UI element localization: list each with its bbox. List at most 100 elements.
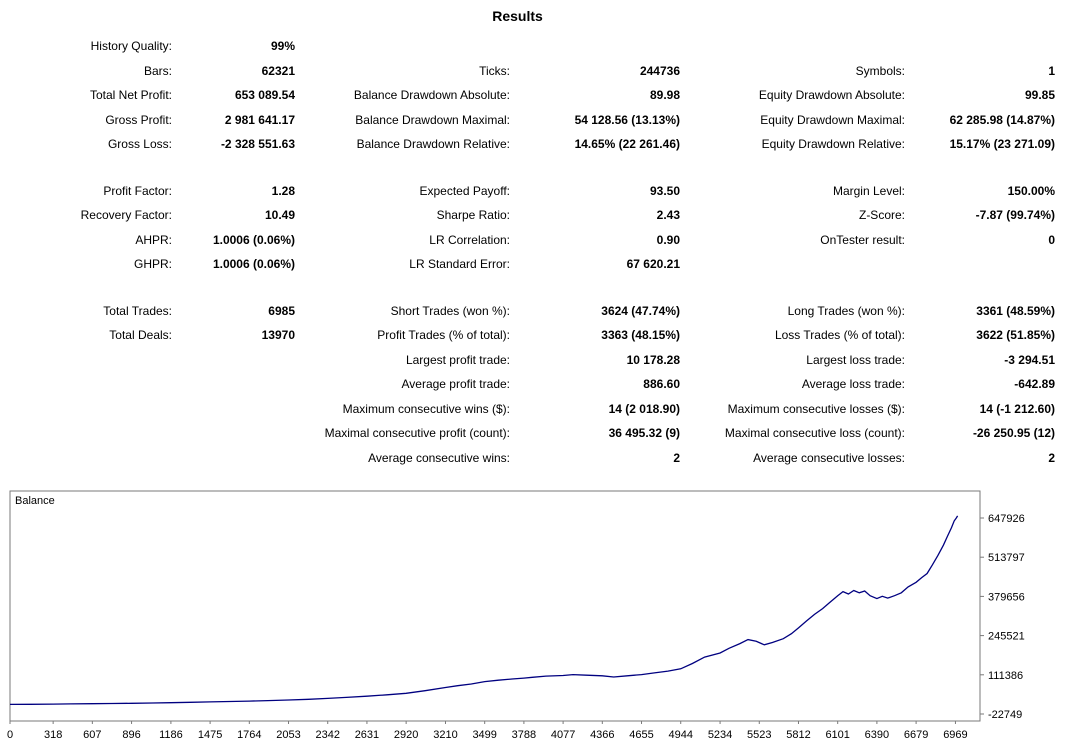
stat-value	[905, 34, 1055, 59]
x-axis-label: 607	[83, 729, 101, 741]
x-axis-label: 6390	[865, 729, 889, 741]
stat-value: 2.43	[656, 208, 680, 222]
stat-value: 99%	[270, 39, 295, 53]
stat-value: 67 620.21	[626, 257, 680, 271]
stat-value: 36 495.32 (9)	[608, 426, 680, 440]
stat-value: 15.17% (23 271.09)	[949, 137, 1055, 151]
y-axis-label: 379656	[988, 591, 1025, 603]
x-axis-label: 6679	[904, 729, 928, 741]
stat-label: Maximal consecutive profit (count):	[324, 426, 510, 440]
stats-row: History Quality: 99%	[0, 34, 1055, 59]
balance-line	[9, 515, 959, 706]
stat-label: Average consecutive wins:	[368, 450, 510, 465]
stat-value	[905, 252, 1055, 277]
stat-value: 1.28	[271, 183, 295, 198]
x-axis-label: 896	[122, 729, 140, 741]
chart-plot-area[interactable]	[9, 490, 981, 722]
stat-value: 93.50	[649, 183, 680, 198]
x-axis-label: 4077	[551, 729, 575, 741]
stat-value: 2	[673, 450, 680, 465]
x-axis-label: 2053	[276, 729, 300, 741]
stat-value: 886.60	[643, 377, 680, 391]
x-axis-label: 1186	[159, 729, 183, 741]
x-axis-label: 5523	[747, 729, 771, 741]
stats-row: Total Trades: 6985 Short Trades (won %): 36…	[0, 299, 1055, 324]
section-gap	[0, 277, 1055, 299]
x-axis-label: 4366	[590, 729, 614, 741]
stat-value: 14 (-1 212.60)	[979, 401, 1055, 416]
stats-row: Gross Loss: -2 328 551.63 Balance Drawdown…	[0, 132, 1055, 157]
stat-value: 3363 (48.15%)	[601, 328, 680, 342]
stats-row: Gross Profit: 2 981 641.17 Balance Drawdow…	[0, 108, 1055, 133]
stats-table: History Quality: 99% Bars: 62321 Ticks: 24473…	[0, 34, 1055, 470]
stat-value: 1.0006 (0.06%)	[212, 257, 295, 271]
stat-label: Sharpe Ratio:	[436, 208, 510, 222]
x-axis-label: 5234	[708, 729, 732, 741]
stat-label: AHPR:	[135, 232, 172, 247]
x-axis-label: 3499	[472, 729, 496, 741]
y-axis-label: 513797	[988, 552, 1025, 564]
stat-value: 1	[1048, 63, 1055, 78]
stat-label: Maximum consecutive wins ($):	[342, 401, 510, 416]
x-axis-label: 3210	[433, 729, 457, 741]
x-axis-label: 6969	[943, 729, 967, 741]
y-axis-label: -22749	[988, 709, 1022, 721]
x-axis-label: 3788	[512, 729, 536, 741]
stat-label: Maximal consecutive loss (count):	[724, 426, 905, 440]
stat-label: Gross Loss:	[107, 137, 172, 151]
stat-label: Largest loss trade:	[806, 352, 905, 367]
stat-value: 0.90	[656, 232, 680, 247]
x-axis-label: 5812	[786, 729, 810, 741]
stat-label: Total Deals:	[109, 328, 172, 342]
x-axis-label: 1764	[237, 729, 261, 741]
stat-value	[172, 348, 295, 373]
stat-label: Short Trades (won %):	[390, 303, 510, 318]
stat-value: 13970	[261, 328, 295, 342]
stat-label: Loss Trades (% of total):	[774, 328, 905, 342]
stat-value: 3361 (48.59%)	[976, 303, 1055, 318]
y-axis-label: 111386	[988, 670, 1023, 682]
stat-value: 62321	[261, 63, 295, 78]
stat-label: GHPR:	[133, 257, 172, 271]
stat-value: 10 178.28	[626, 352, 680, 367]
stat-label	[0, 397, 172, 422]
x-axis-label: 318	[44, 729, 62, 741]
stat-value: 2 981 641.17	[224, 112, 295, 127]
stat-value: 3622 (51.85%)	[976, 328, 1055, 342]
stats-row: Maximal consecutive profit (count): 36 49…	[0, 421, 1055, 446]
stat-label	[680, 34, 905, 59]
stat-label: Z-Score:	[858, 208, 905, 222]
x-axis-label: 4655	[629, 729, 653, 741]
series-label-balance: Balance	[15, 495, 55, 507]
stat-value: 244736	[639, 63, 680, 78]
x-axis-label: 2631	[355, 729, 379, 741]
stat-value: 0	[1048, 232, 1055, 247]
stat-value: 62 285.98 (14.87%)	[949, 112, 1055, 127]
stats-row: AHPR: 1.0006 (0.06%) LR Correlation: 0.90 On…	[0, 228, 1055, 253]
stats-row: Bars: 62321 Ticks: 244736 Symbols: 1	[0, 59, 1055, 84]
x-axis-label: 1475	[198, 729, 222, 741]
stat-value: 14 (2 018.90)	[608, 401, 680, 416]
stat-label: Equity Drawdown Maximal:	[760, 112, 905, 127]
stat-label	[0, 446, 172, 471]
stat-label: Average profit trade:	[401, 377, 510, 391]
stat-value: 99.85	[1024, 88, 1055, 102]
stat-label: Expected Payoff:	[419, 183, 510, 198]
x-axis-label: 6101	[825, 729, 849, 741]
stat-value: 89.98	[649, 88, 680, 102]
page-title: Results	[492, 8, 543, 24]
stat-value: 3624 (47.74%)	[601, 303, 680, 318]
stat-label: Profit Trades (% of total):	[377, 328, 510, 342]
stat-label: Balance Drawdown Relative:	[356, 137, 510, 151]
balance-chart-svg: 647926 513797 379656 245521 111386 -22749 0 318…	[7, 490, 1025, 741]
stat-label: Equity Drawdown Relative:	[761, 137, 905, 151]
stat-value: -642.89	[1014, 377, 1055, 391]
stat-label: Total Trades:	[103, 303, 172, 318]
x-axis-label: 4944	[668, 729, 692, 741]
stat-label: Balance Drawdown Absolute:	[353, 88, 510, 102]
y-axis-label: 647926	[988, 513, 1025, 525]
stat-label: Maximum consecutive losses ($):	[727, 401, 905, 416]
stat-label	[0, 421, 172, 446]
stat-value: -2 328 551.63	[220, 137, 295, 151]
stat-value: 10.49	[264, 208, 295, 222]
